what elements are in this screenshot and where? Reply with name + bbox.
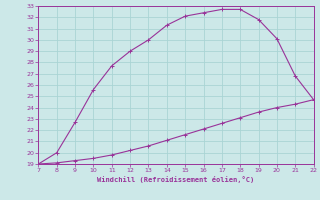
- X-axis label: Windchill (Refroidissement éolien,°C): Windchill (Refroidissement éolien,°C): [97, 176, 255, 183]
